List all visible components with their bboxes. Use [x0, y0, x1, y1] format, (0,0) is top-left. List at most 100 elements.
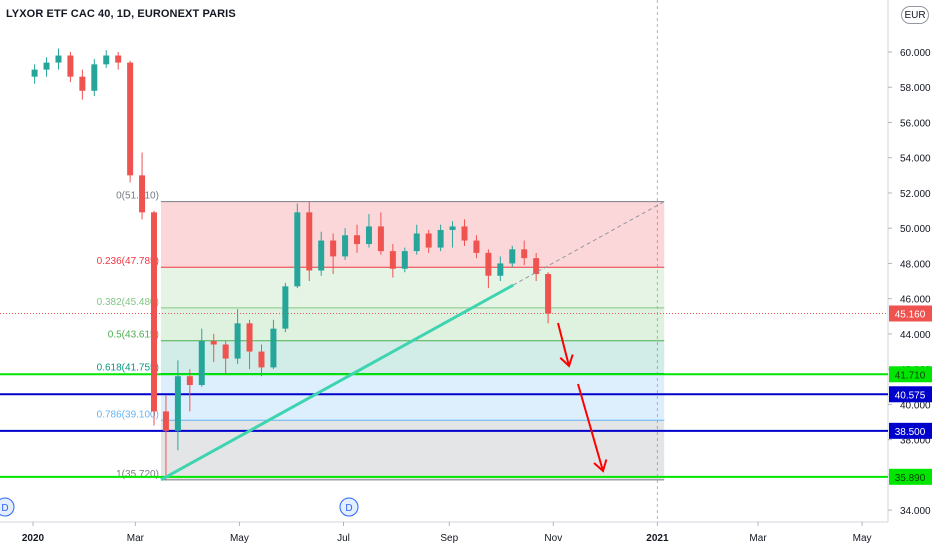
dividend-marker — [0, 497, 15, 517]
candle-body — [533, 258, 540, 275]
candle-body — [55, 55, 62, 63]
candle-body — [425, 233, 432, 248]
candle-body — [115, 55, 122, 63]
price-axis-tag-label: 41.710 — [895, 370, 926, 381]
candle-body — [222, 344, 229, 359]
candle-body — [377, 226, 384, 252]
fib-band — [160, 307, 665, 341]
candle-body — [103, 55, 110, 65]
candle-body — [449, 226, 456, 230]
x-tick-label: 2020 — [22, 533, 45, 544]
dividend-marker — [339, 497, 359, 517]
candle-body — [389, 251, 396, 269]
candle-body — [79, 76, 86, 91]
x-tick-label: May — [853, 533, 872, 544]
candle-body — [354, 235, 361, 245]
candle-body — [186, 376, 193, 386]
candle-body — [258, 351, 265, 368]
y-tick-label: 60.000 — [900, 48, 931, 59]
fib-level-label: 0(51.510) — [116, 191, 159, 202]
y-tick-label: 56.000 — [900, 118, 931, 129]
candle-body — [174, 376, 181, 431]
y-tick-label: 52.000 — [900, 189, 931, 200]
fib-band — [160, 373, 665, 421]
candle-body — [365, 226, 372, 245]
candle-body — [461, 226, 468, 241]
candle-body — [545, 274, 552, 314]
fib-level-label: 1(35.720) — [116, 469, 159, 480]
candle-body — [318, 240, 325, 271]
projection-arrow-1 — [557, 322, 570, 367]
chart-title: LYXOR ETF CAC 40, 1D, EURONEXT PARIS — [6, 8, 236, 20]
candle-body — [306, 212, 313, 271]
y-tick-label: 54.000 — [900, 154, 931, 165]
x-tick-label: May — [230, 533, 249, 544]
x-tick-label: Sep — [440, 533, 458, 544]
price-axis-tag — [889, 305, 932, 322]
dividend-marker-label: D — [345, 503, 352, 514]
y-tick-label: 38.000 — [900, 436, 931, 447]
candle-body — [270, 328, 277, 368]
candle-body — [437, 229, 444, 248]
candle-body — [43, 62, 50, 70]
y-tick-label: 58.000 — [900, 83, 931, 94]
fib-band — [160, 267, 665, 308]
candle-body — [485, 252, 492, 276]
candle-body — [294, 212, 301, 287]
dividend-marker-label: D — [1, 503, 8, 514]
candle-body — [198, 340, 205, 386]
fib-level-label: 0.786(39.100) — [97, 409, 159, 420]
candle-body — [67, 55, 74, 77]
x-tick-label: Mar — [127, 533, 145, 544]
candle-body — [210, 340, 217, 345]
x-tick-label: Jul — [337, 533, 350, 544]
fib-band — [160, 201, 665, 268]
candle-body — [473, 240, 480, 253]
candle-body — [330, 240, 337, 257]
fib-level-label: 0.236(47.785) — [97, 256, 159, 267]
candle-body — [91, 64, 98, 91]
y-tick-label: 44.000 — [900, 330, 931, 341]
projection-arrow-2 — [577, 383, 604, 472]
price-axis-tag-label: 40.575 — [895, 390, 926, 401]
candle-body — [401, 251, 408, 269]
candle-body — [246, 323, 253, 352]
candle-body — [342, 235, 349, 257]
y-tick-label: 50.000 — [900, 224, 931, 235]
candle-body — [139, 175, 146, 213]
fib-level-label: 0.5(43.615) — [108, 330, 159, 341]
x-tick-label: Nov — [544, 533, 562, 544]
y-tick-label: 40.000 — [900, 400, 931, 411]
projection-arrow-2-head — [593, 459, 608, 473]
y-tick-label: 34.000 — [900, 506, 931, 517]
price-axis-tag — [889, 366, 932, 383]
currency-button[interactable]: EUR — [901, 6, 929, 24]
price-axis-tag — [889, 468, 932, 485]
candle-body — [234, 323, 241, 359]
trendline-solid — [160, 283, 514, 482]
price-axis-tag-label: 35.890 — [895, 473, 926, 484]
candle-body — [162, 411, 169, 431]
candle-body — [509, 249, 516, 264]
trendline-extension — [512, 201, 665, 286]
fib-band — [160, 340, 665, 374]
x-tick-label: 2021 — [646, 533, 669, 544]
candle-body — [282, 286, 289, 329]
price-axis-tag-label: 45.160 — [895, 309, 926, 320]
fib-level-label: 0.382(45.480) — [97, 297, 159, 308]
candle-body — [151, 212, 158, 412]
x-tick-label: Mar — [749, 533, 767, 544]
fib-band — [160, 420, 665, 480]
candle-body — [31, 69, 38, 77]
price-axis-tag-label: 38.500 — [895, 427, 926, 438]
candle-body — [521, 249, 528, 259]
y-tick-label: 46.000 — [900, 295, 931, 306]
projection-arrow-1-head — [559, 354, 574, 368]
y-tick-label: 48.000 — [900, 259, 931, 270]
candle-body — [497, 263, 504, 276]
candle-body — [127, 62, 134, 176]
price-axis-tag — [889, 422, 932, 439]
price-axis-tag — [889, 386, 932, 403]
fib-level-label: 0.618(41.755) — [97, 362, 159, 373]
